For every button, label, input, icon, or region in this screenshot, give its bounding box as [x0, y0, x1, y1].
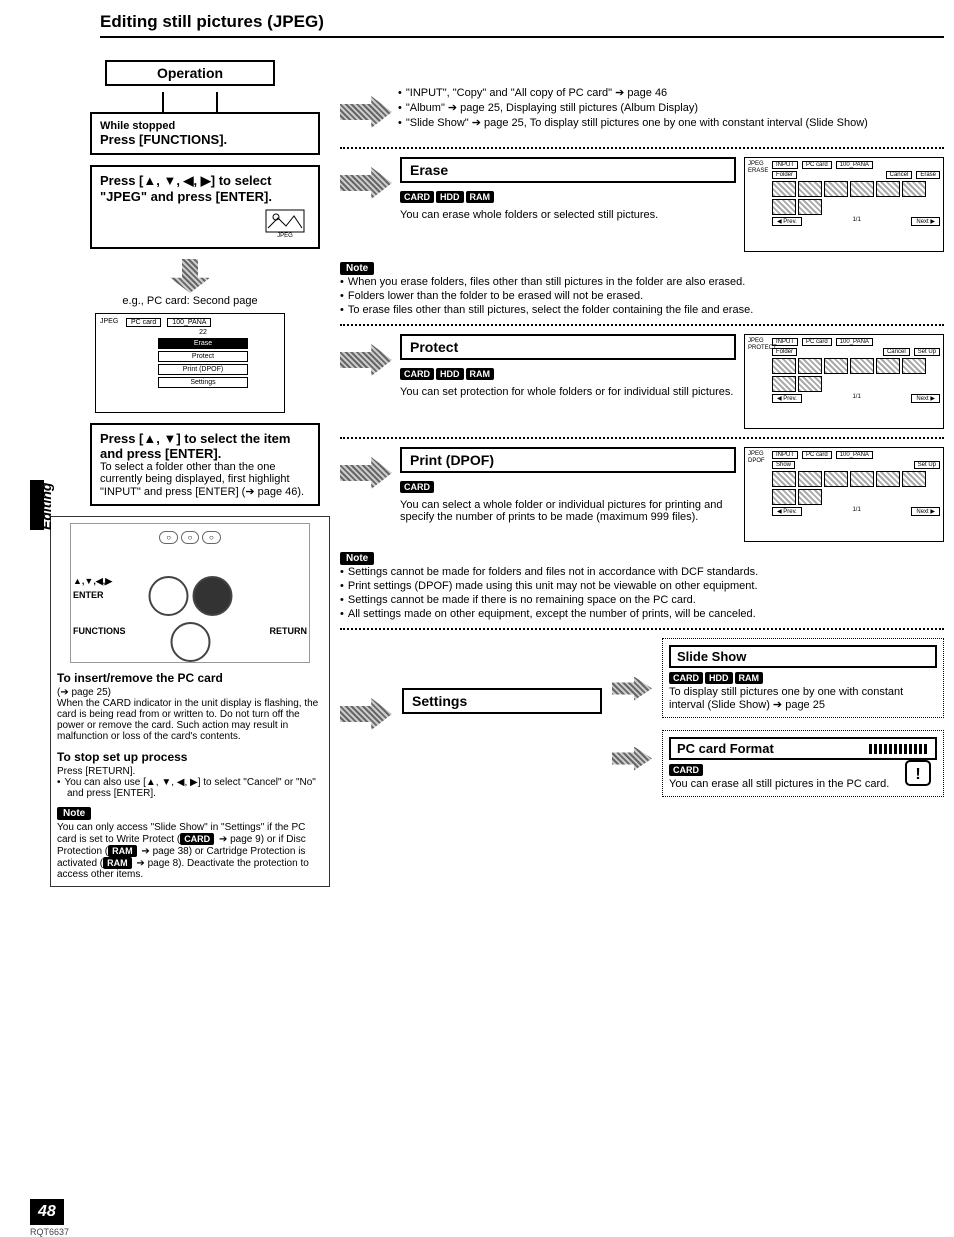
- page-title: Editing still pictures (JPEG): [100, 12, 944, 38]
- note-tag: Note: [340, 552, 374, 565]
- arrow-right-icon: [612, 677, 652, 701]
- slideshow-box: Slide Show CARDHDDRAM To display still p…: [662, 638, 944, 718]
- erase-notes: When you erase folders, files other than…: [340, 276, 944, 316]
- insert-body: When the CARD indicator in the unit disp…: [57, 698, 323, 742]
- print-notes: Settings cannot be made for folders and …: [340, 566, 944, 620]
- arrow-right-icon: [340, 96, 392, 128]
- erase-title: Erase: [400, 157, 736, 183]
- print-screen: JPEGDPOF INPUTPC card100_PANA ShowSet Up…: [744, 447, 944, 542]
- step3-box: Press [▲, ▼] to select the item and pres…: [90, 423, 320, 506]
- protect-screen: JPEGPROTECT INPUTPC card100_PANA FolderC…: [744, 334, 944, 429]
- pcformat-box: PC card Format CARD You can erase all st…: [662, 730, 944, 797]
- print-desc: You can select a whole folder or individ…: [400, 499, 736, 523]
- arrow-down-icon: [170, 259, 210, 293]
- step2-box: Press [▲, ▼, ◀, ▶] to select "JPEG" and …: [90, 165, 320, 249]
- settings-title: Settings: [402, 688, 602, 714]
- warning-icon: !: [903, 758, 933, 788]
- stop-l1: Press [RETURN].: [57, 766, 323, 777]
- svg-text:JPEG: JPEG: [277, 233, 293, 238]
- stop-l2: You can also use [▲, ▼, ◀, ▶] to select …: [57, 777, 323, 799]
- note-tag: Note: [340, 262, 374, 275]
- menu-screen-mock: JPEG PC card100_PANA 22 Erase Protect Pr…: [95, 313, 285, 413]
- print-title: Print (DPOF): [400, 447, 736, 473]
- svg-text:!: !: [915, 766, 920, 783]
- operation-heading: Operation: [105, 60, 275, 86]
- arrow-right-icon: [340, 457, 392, 489]
- arrow-right-icon: [340, 344, 392, 376]
- stop-title: To stop set up process: [57, 750, 323, 764]
- jpeg-icon: JPEG: [260, 204, 310, 238]
- step3-body: To select a folder other than the one cu…: [100, 461, 310, 498]
- step3-bold: Press [▲, ▼] to select the item and pres…: [100, 431, 310, 461]
- insert-ref: (➔ page 25): [57, 687, 323, 698]
- protect-title: Protect: [400, 334, 736, 360]
- arrow-right-icon: [340, 698, 392, 730]
- step1-box: While stopped Press [FUNCTIONS].: [90, 112, 320, 155]
- while-stopped: While stopped: [100, 120, 310, 132]
- step1-text: Press [FUNCTIONS].: [100, 132, 310, 147]
- side-tab: Editing: [38, 483, 54, 530]
- arrow-right-icon: [340, 167, 392, 199]
- left-note-body: You can only access "Slide Show" in "Set…: [57, 822, 323, 880]
- insert-title: To insert/remove the PC card: [57, 671, 323, 685]
- screen-caption: e.g., PC card: Second page: [50, 295, 330, 307]
- protect-desc: You can set protection for whole folders…: [400, 386, 736, 398]
- note-tag: Note: [57, 807, 91, 820]
- erase-desc: You can erase whole folders or selected …: [400, 209, 736, 221]
- arrow-right-icon: [612, 747, 652, 771]
- remote-diagram: ○ ○ ○ ▲,▼,◀,▶ ENTER FUNCTIONS RETURN: [70, 523, 310, 663]
- doc-code: RQT6637: [30, 1227, 69, 1237]
- top-bullets: "INPUT", "Copy" and "All copy of PC card…: [398, 86, 944, 131]
- page-number: 48: [30, 1199, 64, 1225]
- step2-text: Press [▲, ▼, ◀, ▶] to select "JPEG" and …: [100, 173, 310, 204]
- erase-screen: JPEGERASE INPUTPC card100_PANA FolderCan…: [744, 157, 944, 252]
